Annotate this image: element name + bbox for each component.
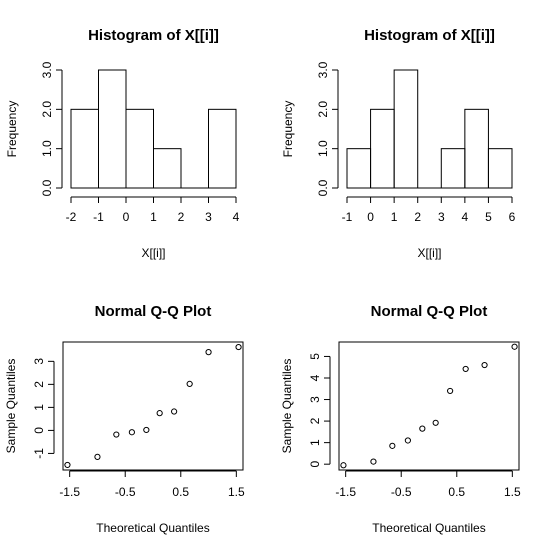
x-tick-label: 1 (391, 210, 398, 224)
chart-panel-4: Normal Q-Q Plot Theoretical Quantiles Samp… (280, 303, 521, 535)
qq-points (64, 343, 242, 469)
qq-point (113, 431, 120, 438)
y-tick-label: 0 (308, 461, 322, 468)
qq-point (64, 461, 71, 469)
histogram-bar (208, 108, 237, 189)
x-axis: -2 -1 0 1 2 3 4 (66, 196, 240, 224)
x-tick-label: -1.5 (335, 485, 356, 499)
y-tick-label: 0.0 (316, 179, 330, 196)
histogram-bar (393, 69, 419, 189)
x-tick-label: 3 (205, 210, 212, 224)
qq-point (447, 387, 454, 395)
x-tick-label: -0.5 (115, 485, 136, 499)
x-axis: -1.5 -0.5 0.5 1.5 (59, 470, 245, 499)
qq-point (340, 462, 347, 469)
x-tick-label: -1 (93, 210, 104, 224)
chart-title: Normal Q-Q Plot (95, 303, 212, 320)
qq-point (481, 361, 488, 369)
x-axis-label: X[[i]] (417, 246, 441, 260)
qq-point (419, 425, 426, 432)
x-tick-label: 1 (150, 210, 157, 224)
y-axis: -1 0 1 2 3 (32, 358, 55, 459)
qq-point (94, 453, 101, 460)
chart-title: Histogram of X[[i]] (88, 27, 219, 44)
x-tick-label: 3 (438, 210, 445, 224)
y-axis-label: Sample Quantiles (4, 359, 18, 454)
x-tick-label: 0.5 (448, 485, 465, 499)
y-tick-label: 4 (308, 374, 322, 381)
y-tick-label: 0.0 (40, 179, 54, 196)
histogram-bar (487, 148, 513, 189)
x-tick-label: 1.5 (228, 485, 245, 499)
x-axis: -1 0 1 2 3 4 5 6 (342, 196, 516, 224)
chart-title: Histogram of X[[i]] (364, 27, 495, 44)
y-tick-label: 2.0 (40, 101, 54, 118)
y-tick-label: 2.0 (316, 101, 330, 118)
y-axis-label: Sample Quantiles (280, 359, 294, 454)
y-tick-label: 2 (32, 381, 46, 388)
qq-point (235, 343, 242, 351)
y-tick-label: 1 (32, 404, 46, 411)
y-tick-label: 3.0 (316, 61, 330, 78)
y-axis-label: Frequency (5, 101, 19, 158)
x-tick-label: 5 (485, 210, 492, 224)
histogram-bar (153, 148, 182, 189)
y-tick-label: 2 (308, 417, 322, 424)
y-axis: 0 1 2 3 4 5 (308, 353, 331, 468)
qq-point (432, 419, 439, 426)
y-tick-label: 3 (32, 358, 46, 365)
x-tick-label: 6 (509, 210, 516, 224)
qq-point (156, 410, 163, 417)
qq-point (404, 437, 411, 444)
x-tick-label: 2 (414, 210, 421, 224)
x-tick-label: 2 (178, 210, 185, 224)
x-tick-label: 0 (123, 210, 130, 224)
qq-points (340, 343, 518, 469)
qq-point (186, 380, 193, 387)
histogram-bars (70, 69, 237, 189)
y-tick-label: 3.0 (40, 61, 54, 78)
plot-box (62, 341, 244, 471)
chart-panel-1: Histogram of X[[i]] X[[i]] Frequency -2 -1 0 1… (5, 27, 240, 260)
x-tick-label: 1.5 (504, 485, 521, 499)
y-tick-label: 0 (32, 427, 46, 434)
qq-point (462, 365, 469, 373)
x-tick-label: -1.5 (59, 485, 80, 499)
y-tick-label: 3 (308, 396, 322, 403)
qq-point (171, 408, 178, 415)
x-tick-label: -2 (66, 210, 77, 224)
chart-panel-3: Normal Q-Q Plot Theoretical Quantiles Samp… (4, 303, 245, 535)
x-axis-label: Theoretical Quantiles (372, 521, 485, 535)
x-tick-label: -0.5 (391, 485, 412, 499)
qq-point (128, 429, 135, 436)
y-tick-label: -1 (32, 448, 46, 459)
y-tick-label: 1.0 (316, 140, 330, 157)
histogram-bars (346, 69, 513, 189)
chart-title: Normal Q-Q Plot (371, 303, 488, 320)
qq-point (370, 458, 377, 465)
qq-point (511, 343, 518, 350)
y-tick-label: 5 (308, 353, 322, 360)
x-tick-label: -1 (342, 210, 353, 224)
x-axis-label: X[[i]] (141, 246, 165, 260)
x-tick-label: 4 (233, 210, 240, 224)
qq-point (389, 442, 396, 449)
y-axis: 0.0 1.0 2.0 3.0 (40, 61, 63, 196)
y-axis-label: Frequency (281, 101, 295, 158)
y-tick-label: 1 (308, 439, 322, 446)
chart-panel-2: Histogram of X[[i]] X[[i]] Frequency -1 0 1 2 3… (281, 27, 516, 260)
x-axis-label: Theoretical Quantiles (96, 521, 209, 535)
qq-point (205, 349, 212, 356)
x-tick-label: 0 (367, 210, 374, 224)
plot-box (338, 341, 520, 471)
y-tick-label: 1.0 (40, 140, 54, 157)
x-axis: -1.5 -0.5 0.5 1.5 (335, 470, 521, 499)
qq-point (143, 426, 150, 434)
x-tick-label: 4 (462, 210, 469, 224)
x-tick-label: 0.5 (172, 485, 189, 499)
y-axis: 0.0 1.0 2.0 3.0 (316, 61, 339, 196)
